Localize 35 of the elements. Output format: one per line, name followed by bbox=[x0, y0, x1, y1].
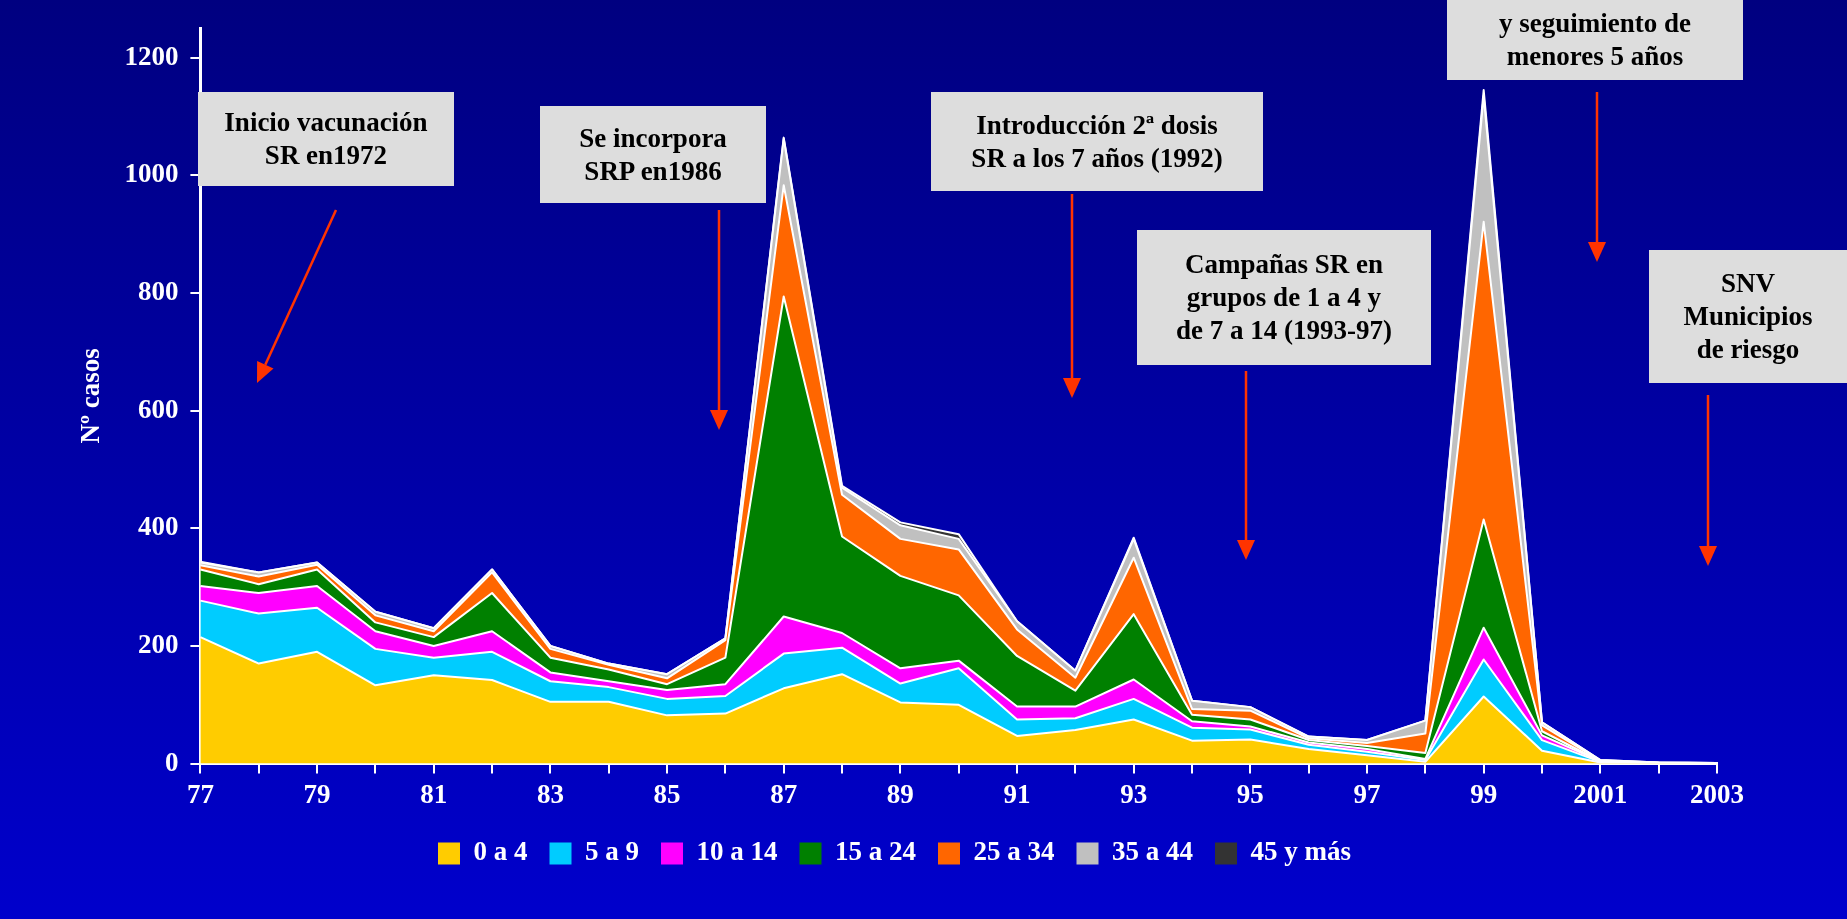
legend-label: 5 a 9 bbox=[585, 836, 639, 867]
y-tick-label: 400 bbox=[137, 511, 179, 542]
note-box: SNV Municipios de riesgo bbox=[1649, 250, 1847, 383]
note-box: Se incorpora SRP en1986 bbox=[540, 106, 766, 203]
x-tick-label: 93 bbox=[1120, 778, 1148, 809]
x-tick-label: 83 bbox=[536, 778, 564, 809]
x-tick-label: 81 bbox=[420, 778, 448, 809]
x-tick-label: 85 bbox=[653, 778, 681, 809]
note-box: Introducción 2ª dosis SR a los 7 años (1992) bbox=[931, 92, 1263, 191]
legend-label: 15 a 24 bbox=[835, 836, 916, 867]
y-tick-label: 0 bbox=[164, 746, 179, 777]
note-box: y seguimiento de menores 5 años bbox=[1447, 0, 1743, 80]
y-tick-label: 1200 bbox=[124, 40, 179, 71]
x-tick-label: 99 bbox=[1470, 778, 1498, 809]
x-tick-label: 97 bbox=[1353, 778, 1381, 809]
y-axis-title: Nº casos bbox=[75, 348, 106, 444]
legend-label: 10 a 14 bbox=[696, 836, 778, 867]
y-tick-label: 600 bbox=[137, 393, 179, 424]
x-tick-label: 95 bbox=[1236, 778, 1264, 809]
y-tick-label: 200 bbox=[137, 628, 179, 659]
x-tick-label: 2003 bbox=[1690, 778, 1744, 809]
x-tick-label: 79 bbox=[303, 778, 331, 809]
x-tick-label: 87 bbox=[770, 778, 798, 809]
note-box: Inicio vacunación SR en1972 bbox=[198, 92, 454, 186]
x-tick-label: 2001 bbox=[1573, 778, 1628, 809]
y-tick-label: 1000 bbox=[124, 158, 179, 189]
legend-label: 0 a 4 bbox=[473, 836, 528, 867]
x-tick-label: 89 bbox=[886, 778, 914, 809]
note-box: Campañas SR en grupos de 1 a 4 y de 7 a 14 (1993-97) bbox=[1137, 230, 1431, 365]
legend-label: 45 y más bbox=[1250, 836, 1351, 867]
legend-label: 35 a 44 bbox=[1112, 836, 1193, 867]
x-tick-label: 91 bbox=[1003, 778, 1031, 809]
x-tick-label: 77 bbox=[186, 778, 214, 809]
y-tick-label: 800 bbox=[137, 275, 179, 306]
legend-label: 25 a 34 bbox=[973, 836, 1055, 867]
